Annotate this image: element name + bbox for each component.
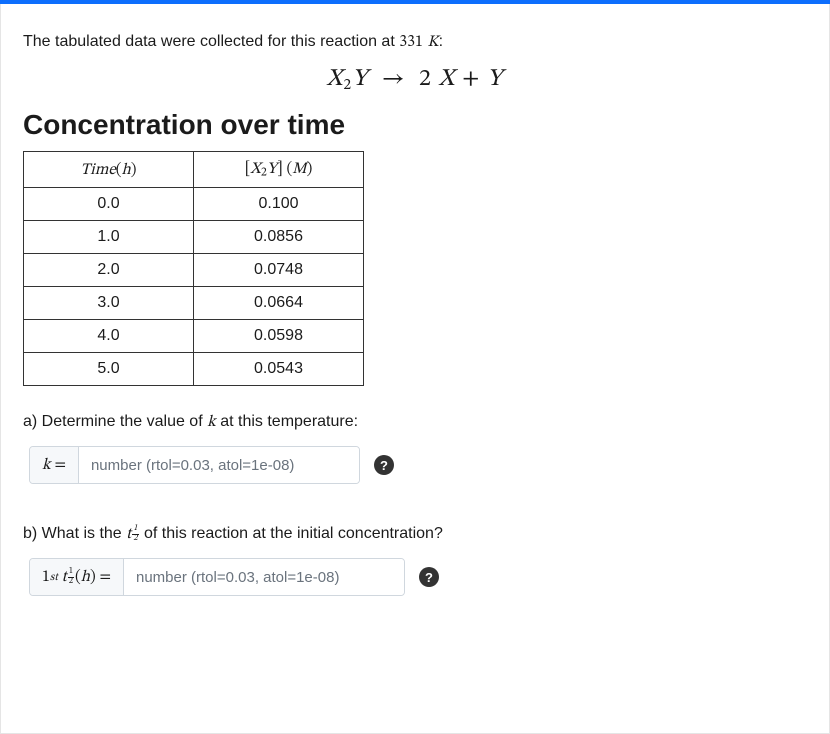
cell-conc: 0.0598 bbox=[194, 320, 364, 353]
reaction-equation: X2Y → 2 X + Y bbox=[23, 64, 807, 95]
table-row: 4.00.0598 bbox=[24, 320, 364, 353]
part-a-input[interactable] bbox=[79, 447, 359, 483]
intro-text: The tabulated data were collected for th… bbox=[23, 30, 807, 54]
help-icon[interactable]: ? bbox=[419, 567, 439, 587]
cell-time: 3.0 bbox=[24, 287, 194, 320]
part-b-var: t12 bbox=[126, 526, 139, 542]
concentration-table: Time(h) [X2Y] (M) 0.00.100 1.00.0856 2.0… bbox=[23, 151, 364, 386]
cell-conc: 0.0664 bbox=[194, 287, 364, 320]
part-b-input-group: 1st t12(h) = bbox=[29, 558, 405, 596]
cell-time: 4.0 bbox=[24, 320, 194, 353]
cell-conc: 0.100 bbox=[194, 188, 364, 221]
part-b-prompt: b) What is the t12 of this reaction at t… bbox=[23, 524, 807, 544]
cell-time: 0.0 bbox=[24, 188, 194, 221]
cell-conc: 0.0748 bbox=[194, 254, 364, 287]
table-row: 3.00.0664 bbox=[24, 287, 364, 320]
part-b-prefix: b) What is the bbox=[23, 525, 126, 542]
part-a-label: k = bbox=[30, 447, 79, 483]
cell-time: 5.0 bbox=[24, 353, 194, 386]
problem-page: The tabulated data were collected for th… bbox=[0, 4, 830, 734]
part-b-suffix: of this reaction at the initial concentr… bbox=[140, 525, 443, 542]
intro-temp-unit: K bbox=[427, 34, 438, 50]
cell-time: 2.0 bbox=[24, 254, 194, 287]
intro-suffix: : bbox=[439, 33, 443, 50]
cell-conc: 0.0856 bbox=[194, 221, 364, 254]
table-row: 2.00.0748 bbox=[24, 254, 364, 287]
part-a-input-group: k = bbox=[29, 446, 360, 484]
cell-conc: 0.0543 bbox=[194, 353, 364, 386]
table-row: 0.00.100 bbox=[24, 188, 364, 221]
part-b-answer-row: 1st t12(h) = ? bbox=[23, 558, 807, 596]
section-heading: Concentration over time bbox=[23, 109, 807, 141]
part-b-label: 1st t12(h) = bbox=[30, 559, 124, 595]
part-a-prefix: a) Determine the value of bbox=[23, 413, 207, 430]
table-row: 1.00.0856 bbox=[24, 221, 364, 254]
part-a-var: k bbox=[207, 414, 216, 430]
part-a-suffix: at this temperature: bbox=[216, 413, 358, 430]
intro-temp: 331 bbox=[399, 34, 423, 50]
intro-prefix: The tabulated data were collected for th… bbox=[23, 33, 399, 50]
table-body: 0.00.100 1.00.0856 2.00.0748 3.00.0664 4… bbox=[24, 188, 364, 386]
part-a-answer-row: k = ? bbox=[23, 446, 807, 484]
col-conc-header: [X2Y] (M) bbox=[194, 151, 364, 187]
table-row: 5.00.0543 bbox=[24, 353, 364, 386]
part-a-prompt: a) Determine the value of k at this temp… bbox=[23, 412, 807, 432]
col-time-header: Time(h) bbox=[24, 151, 194, 187]
help-icon[interactable]: ? bbox=[374, 455, 394, 475]
part-b-input[interactable] bbox=[124, 559, 404, 595]
cell-time: 1.0 bbox=[24, 221, 194, 254]
